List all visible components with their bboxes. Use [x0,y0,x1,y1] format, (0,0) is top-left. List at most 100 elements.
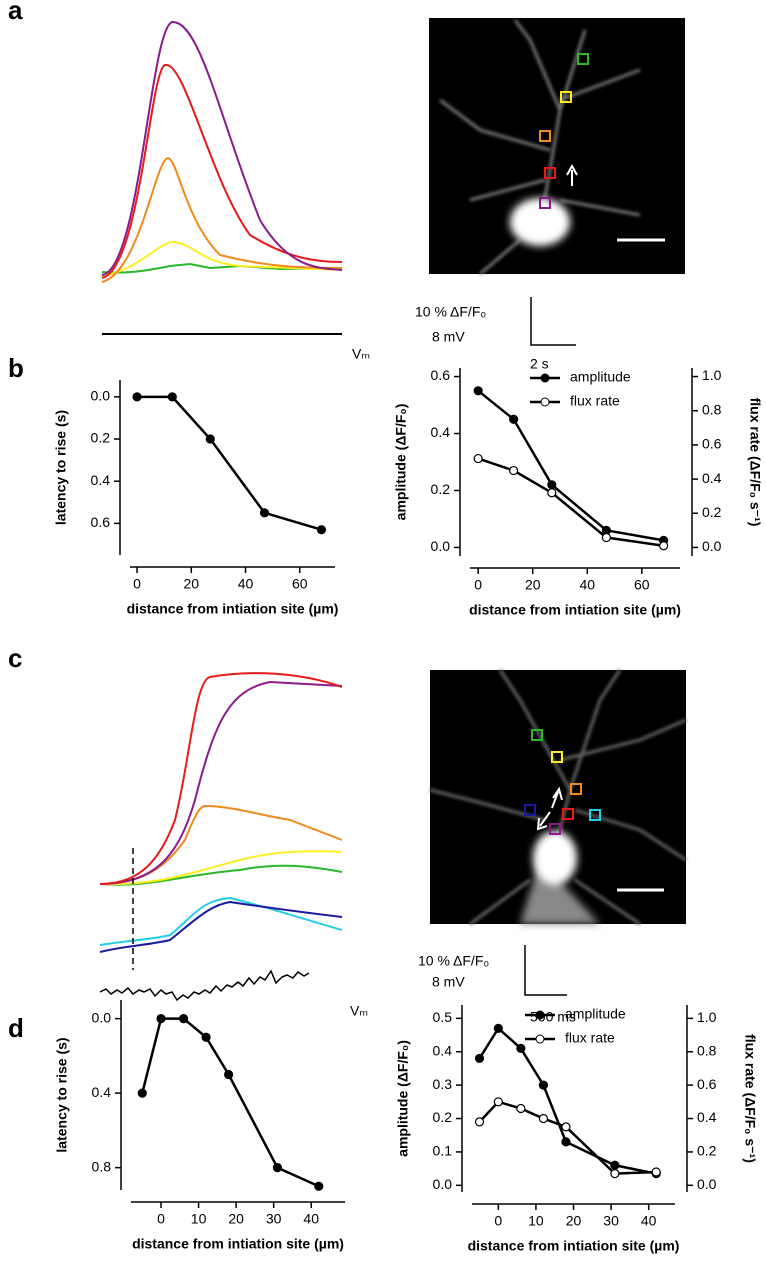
y-tick-label: 0.4 [433,1042,453,1058]
x-tick-label: 40 [238,576,254,592]
series-line [478,1026,657,1175]
x-axis-title: distance from intiation site (µm) [468,1238,680,1254]
y-tick-label: 0.4 [431,424,451,440]
x-tick-label: 40 [579,577,595,593]
x-tick-label: 0 [474,577,482,593]
data-point [224,1069,234,1080]
micrograph-a [429,18,685,276]
data-point [316,525,327,535]
y2-tick-label: 0.4 [697,1109,717,1125]
data-point [516,1103,526,1114]
x-tick-label: 20 [183,576,199,592]
data-point [132,392,142,402]
legend-marker [540,373,550,383]
data-point [167,392,177,402]
x-tick-label: 60 [634,577,650,593]
y-tick-label: 0.0 [433,1176,453,1192]
y2-axis-title: flux rate (ΔF/F₀ s⁻¹) [742,1034,758,1163]
legend-label: amplitude [570,369,631,385]
data-point [178,1014,189,1024]
data-point [473,386,483,396]
data-point [610,1160,620,1170]
x-tick-label: 0 [494,1213,502,1229]
legend-label: flux rate [570,393,620,409]
data-point [473,453,483,464]
data-point [509,465,519,476]
x-tick-label: 0 [157,1211,165,1227]
y2-tick-label: 0.8 [702,401,722,417]
traces-a [101,20,343,335]
series-line [137,395,322,531]
x-tick-label: 20 [228,1211,244,1227]
data-point [659,541,669,551]
x-tick-label: 20 [525,577,541,593]
panel-label: a [8,0,23,25]
y-tick-label: 0.1 [433,1143,453,1159]
x-tick-label: 30 [603,1213,619,1229]
panel-label: c [8,643,22,673]
data-point [561,1137,571,1147]
y-axis-title: latency to rise (s) [53,410,69,525]
legend-marker [535,1034,545,1044]
x-tick-label: 40 [303,1211,319,1227]
y2-tick-label: 1.0 [702,367,722,383]
panel-label: b [8,353,24,383]
y-tick-label: 0.8 [92,1158,112,1174]
y2-tick-label: 0.4 [702,470,722,486]
x-tick-label: 30 [266,1211,282,1227]
data-point [509,414,519,424]
y-tick-label: 0.2 [433,1109,453,1125]
y-tick-label: 0.0 [92,1009,112,1025]
y-tick-label: 0.6 [431,367,451,383]
data-point [201,1032,211,1042]
data-point [547,480,557,490]
x-axis-title: distance from intiation site (µm) [132,1236,344,1252]
scale-bar-a: 10 % ΔF/F₀ 8 mV 2 s Vₘ [352,297,576,372]
trace-label: Vₘ [350,1003,368,1019]
data-point [474,1053,485,1064]
scale-label: 8 mV [432,329,465,345]
y-tick-label: 0.6 [91,514,111,530]
legend-label: flux rate [565,1030,615,1046]
y-tick-label: 0.5 [433,1009,453,1025]
scale-label: 10 % ΔF/F₀ [415,304,486,320]
y2-tick-label: 0.0 [697,1176,717,1192]
y-tick-label: 0.0 [431,538,451,554]
y-tick-label: 0.2 [431,481,451,497]
data-point [205,434,215,444]
data-point [474,1117,485,1127]
x-tick-label: 10 [528,1213,544,1229]
data-point [538,1113,549,1124]
y2-tick-label: 0.0 [702,538,722,554]
series-line [477,389,664,542]
scale-label: 2 s [530,356,549,372]
y-tick-label: 0.4 [92,1084,112,1100]
y-axis-title: amplitude (ΔF/F₀) [393,404,409,521]
x-tick-label: 0 [133,576,141,592]
data-point [493,1097,503,1107]
data-point [314,1181,324,1191]
data-point [561,1122,571,1132]
traces-c [99,672,343,1002]
data-point [259,508,270,518]
y2-tick-label: 0.2 [702,504,722,520]
x-tick-label: 10 [191,1211,207,1227]
y2-tick-label: 0.2 [697,1143,717,1159]
y2-tick-label: 0.8 [697,1042,717,1058]
data-point [651,1167,661,1177]
y-tick-label: 0.4 [91,472,111,488]
y2-tick-label: 0.6 [697,1076,717,1092]
x-axis-title: distance from intiation site (µm) [127,601,339,617]
y2-axis-title: flux rate (ΔF/F₀ s⁻¹) [747,398,763,527]
micrograph-c [429,669,687,926]
scale-label: 8 mV [432,974,465,990]
data-point [610,1169,620,1179]
legend-label: amplitude [565,1006,626,1022]
data-point [493,1023,503,1033]
trace-label: Vₘ [352,346,370,362]
panel-label: d [8,1013,24,1043]
data-point [538,1080,549,1090]
y2-tick-label: 0.6 [702,436,722,452]
y-axis-title: latency to rise (s) [54,1037,70,1152]
